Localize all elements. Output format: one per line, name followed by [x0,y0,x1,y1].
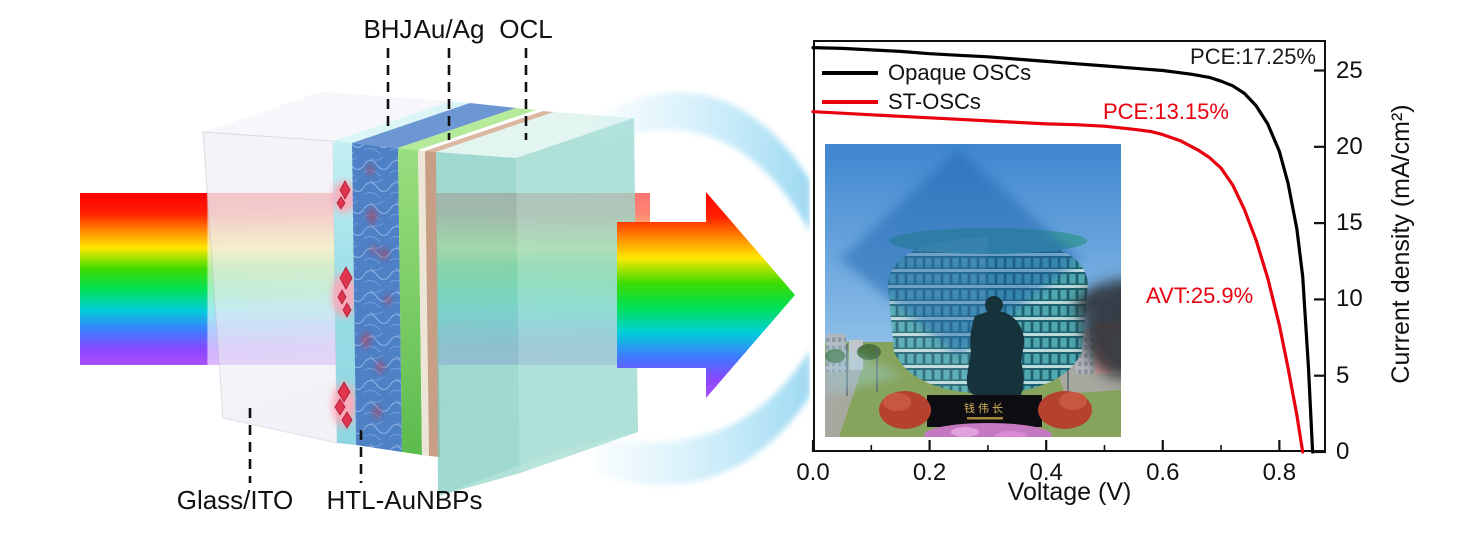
legend: Opaque OSCs ST-OSCs [822,58,1031,116]
magnifier-swoosh [594,92,810,486]
y-axis-title: Current density (mA/cm²) [1387,104,1415,384]
jv-curve-st-oscs [811,110,1305,454]
legend-label: ST-OSCs [888,88,981,114]
label-au-ag: Au/Ag [413,14,485,44]
inset-photo: 钱伟长 [825,144,1121,437]
legend-label: Opaque OSCs [888,59,1032,85]
ocl-slab [436,112,638,496]
bhj-layer [352,103,516,452]
interlayer-cream [418,150,429,456]
x-tick-label: 0.4 [1029,459,1063,486]
annotation-pce-opaque: PCE:17.25% [1190,44,1316,69]
label-ocl: OCL [499,14,553,44]
jv-curves-plot [811,46,1326,454]
photo-red-bushes [879,391,1092,429]
y-tick-label: 5 [1336,361,1350,389]
legend-row: ST-OSCs [822,87,1031,116]
photo-swoosh-tint [825,340,903,396]
y-tick-label: 10 [1336,285,1363,313]
photo-hand-blur [1074,279,1121,379]
photo-statue [966,296,1025,395]
label-htl-aunbps: HTL-AuNBPs [326,485,483,515]
photo-st-osc-film [840,149,1080,356]
htl-aunbps-layer [332,101,470,445]
legend-row: Opaque OSCs [822,58,1031,87]
y-tick-label: 15 [1336,209,1363,237]
device-schematic [80,48,810,496]
y-axis-tick-labels: 0 5 10 15 20 25 [1336,0,1406,552]
x-axis-title: Voltage (V) [1007,478,1132,506]
leader-lines [248,48,528,483]
annotation-avt: AVT:25.9% [1146,283,1254,308]
x-tick-label: 0.8 [1262,459,1297,486]
y-tick-label: 20 [1336,132,1363,160]
label-glass-ito: Glass/ITO [176,485,294,515]
x-tick-label: 0.0 [796,459,830,486]
x-tick-label: 0.2 [912,459,947,486]
etl-green-layer [398,108,536,455]
y-tick-label: 0 [1336,438,1350,465]
x-tick-label: 0.6 [1146,459,1180,486]
legend-line-swatch [822,99,878,104]
au-ag-electrode-layer [425,111,554,457]
annotation-pce-st: PCE:13.15% [1103,99,1229,124]
aunbp-nanoparticles [334,180,353,429]
jv-curve-opaque-oscs [811,46,1315,454]
x-axis-tick-labels: 0.0 0.2 0.4 0.6 0.8 [0,459,1471,489]
photo-pedestal: 钱伟长 [927,395,1042,427]
legend-line-swatch [822,70,878,75]
plot-frame [813,40,1326,452]
pedestal-inscription: 钱伟长 [964,401,1006,415]
rainbow-arrow [617,192,795,398]
photo-flower-bed [924,423,1052,437]
label-bhj: BHJ [363,14,413,44]
y-tick-label: 25 [1336,56,1363,84]
